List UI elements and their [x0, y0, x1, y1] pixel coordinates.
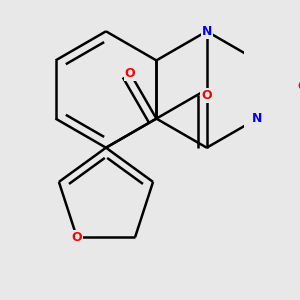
Text: O: O — [72, 231, 82, 244]
Text: N: N — [202, 25, 212, 38]
Text: O: O — [202, 89, 212, 102]
Text: O: O — [297, 80, 300, 93]
Text: N: N — [252, 112, 262, 125]
Text: O: O — [125, 67, 136, 80]
